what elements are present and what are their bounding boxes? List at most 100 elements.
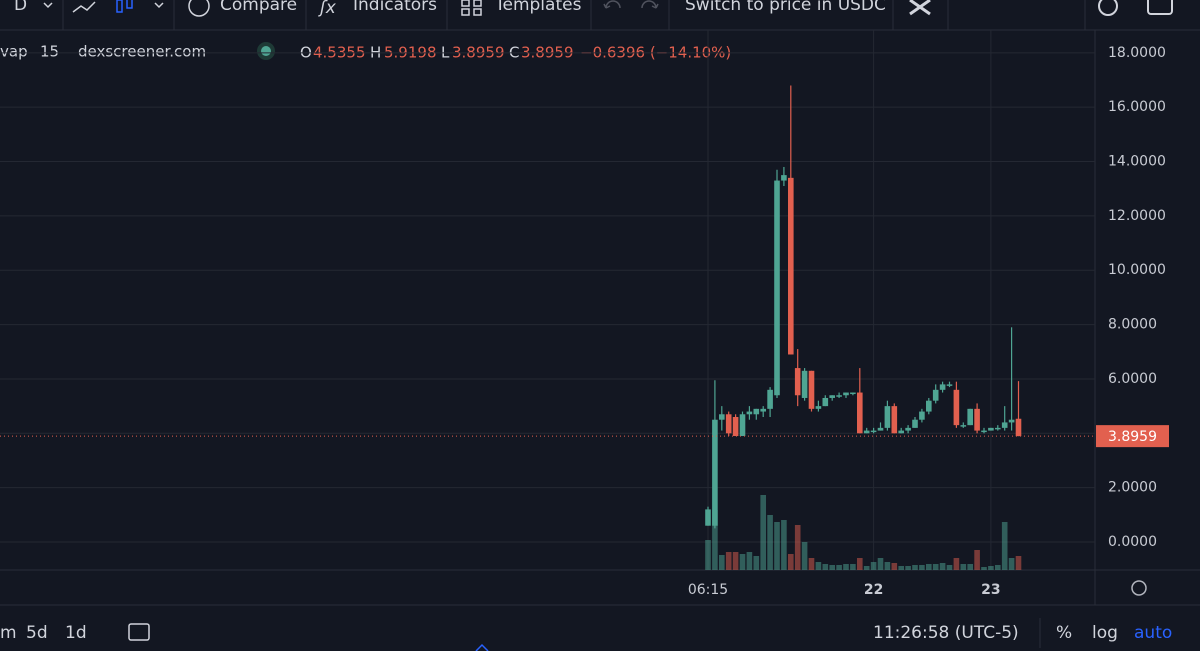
y-tick-label: 14.0000 bbox=[1108, 154, 1166, 170]
candle-body bbox=[884, 406, 891, 428]
volume-bar bbox=[822, 564, 829, 570]
candle-body bbox=[870, 430, 877, 433]
indicators-button[interactable]: Indicators bbox=[353, 0, 437, 15]
candle-body bbox=[974, 408, 980, 431]
volume-bar bbox=[801, 542, 808, 570]
y-tick-label: 0.0000 bbox=[1108, 534, 1157, 550]
volume-bar bbox=[1008, 558, 1015, 570]
axis-settings-icon[interactable] bbox=[1131, 580, 1147, 596]
switch-currency-button[interactable]: Switch to price in USDC bbox=[685, 0, 886, 15]
candle-body bbox=[801, 370, 808, 398]
volume-bar bbox=[905, 566, 911, 570]
candle-body bbox=[995, 427, 1001, 430]
volume-bar bbox=[939, 563, 946, 570]
candle-body bbox=[960, 425, 967, 427]
y-tick-label: 16.0000 bbox=[1108, 99, 1166, 115]
volume-bar bbox=[891, 563, 898, 570]
candle-body bbox=[788, 177, 794, 355]
last-price-box bbox=[1096, 425, 1169, 448]
candle-body bbox=[898, 430, 904, 434]
volume-bar bbox=[919, 565, 925, 570]
last-price-label: 3.8959 bbox=[1108, 429, 1157, 445]
candle-body bbox=[932, 389, 939, 401]
candle-body bbox=[863, 430, 870, 434]
volume-bar bbox=[967, 564, 973, 570]
volume-bar bbox=[974, 550, 980, 570]
candle-icon[interactable] bbox=[116, 0, 133, 13]
status-dot bbox=[261, 46, 271, 56]
volume-bar bbox=[788, 554, 794, 570]
redo-icon[interactable] bbox=[641, 0, 659, 9]
candle-body bbox=[815, 406, 822, 409]
interval-button[interactable]: D bbox=[14, 0, 27, 15]
line-chart-icon[interactable] bbox=[72, 1, 96, 13]
volume-bar bbox=[774, 522, 780, 570]
volume-bar bbox=[705, 540, 711, 570]
candle-body bbox=[1001, 422, 1008, 428]
candle-body bbox=[1015, 418, 1022, 437]
candle-body bbox=[981, 430, 987, 433]
templates-button[interactable]: Templates bbox=[494, 0, 582, 15]
candle-body bbox=[988, 427, 994, 431]
candle-body bbox=[753, 408, 760, 415]
candle-body bbox=[760, 408, 766, 412]
templates-icon[interactable] bbox=[461, 0, 482, 16]
candle-body bbox=[919, 411, 925, 420]
fullscreen-icon[interactable] bbox=[909, 0, 931, 16]
volume-bar bbox=[719, 555, 725, 570]
volume-bar bbox=[863, 566, 870, 570]
dropdown-icon[interactable] bbox=[43, 2, 53, 9]
x-tick-label: 22 bbox=[864, 582, 883, 598]
volume-bar bbox=[1015, 556, 1022, 570]
volume-bar bbox=[767, 515, 773, 570]
volume-bar bbox=[753, 556, 760, 570]
candle-body bbox=[1008, 419, 1015, 423]
volume-bar bbox=[870, 562, 877, 570]
volume-bar bbox=[981, 567, 987, 570]
volume-bar bbox=[739, 554, 746, 570]
volume-bar bbox=[898, 566, 904, 570]
compare-icon[interactable] bbox=[188, 0, 210, 17]
scroll-marker[interactable] bbox=[475, 643, 489, 651]
volume-bar bbox=[794, 525, 801, 570]
volume-bar bbox=[760, 495, 766, 570]
candle-body bbox=[912, 419, 918, 428]
candle-body bbox=[829, 395, 835, 398]
range-1d[interactable]: 1d bbox=[65, 623, 87, 643]
undo-icon[interactable] bbox=[603, 0, 621, 9]
clock: 11:26:58 (UTC-5) bbox=[873, 623, 1019, 643]
screenshot-icon[interactable] bbox=[1147, 0, 1173, 15]
candle-body bbox=[926, 400, 932, 412]
candle-body bbox=[967, 408, 973, 426]
candle-body bbox=[808, 370, 815, 409]
compare-button[interactable]: Compare bbox=[220, 0, 297, 15]
volume-bar bbox=[988, 566, 994, 570]
indicators-icon[interactable]: ʃx bbox=[318, 0, 337, 18]
candle-body bbox=[725, 414, 732, 434]
volume-bar bbox=[857, 558, 863, 570]
settings-icon[interactable] bbox=[1098, 0, 1118, 16]
range-5d[interactable]: 5d bbox=[26, 623, 48, 643]
volume-bar bbox=[843, 564, 849, 570]
volume-bar bbox=[877, 558, 884, 570]
percent-toggle[interactable]: % bbox=[1056, 623, 1072, 643]
goto-date-icon[interactable] bbox=[128, 623, 150, 641]
volume-bar bbox=[732, 552, 739, 570]
candle-body bbox=[877, 427, 884, 431]
candle-body bbox=[719, 414, 725, 420]
y-tick-label: 10.0000 bbox=[1108, 262, 1166, 278]
volume-bar bbox=[960, 564, 967, 570]
legend-interval: 15 bbox=[40, 43, 59, 61]
candle-body bbox=[836, 395, 842, 397]
candle-body bbox=[794, 368, 801, 396]
candle-body bbox=[774, 180, 780, 396]
candle-body bbox=[822, 397, 829, 407]
auto-toggle[interactable]: auto bbox=[1134, 623, 1172, 643]
log-toggle[interactable]: log bbox=[1092, 623, 1118, 643]
range-m[interactable]: m bbox=[0, 623, 17, 643]
volume-bar bbox=[746, 552, 753, 570]
plot: 0.00002.00004.00006.00008.000010.000012.… bbox=[0, 30, 1169, 598]
volume-bar bbox=[932, 564, 939, 570]
dropdown-icon[interactable] bbox=[154, 2, 164, 9]
